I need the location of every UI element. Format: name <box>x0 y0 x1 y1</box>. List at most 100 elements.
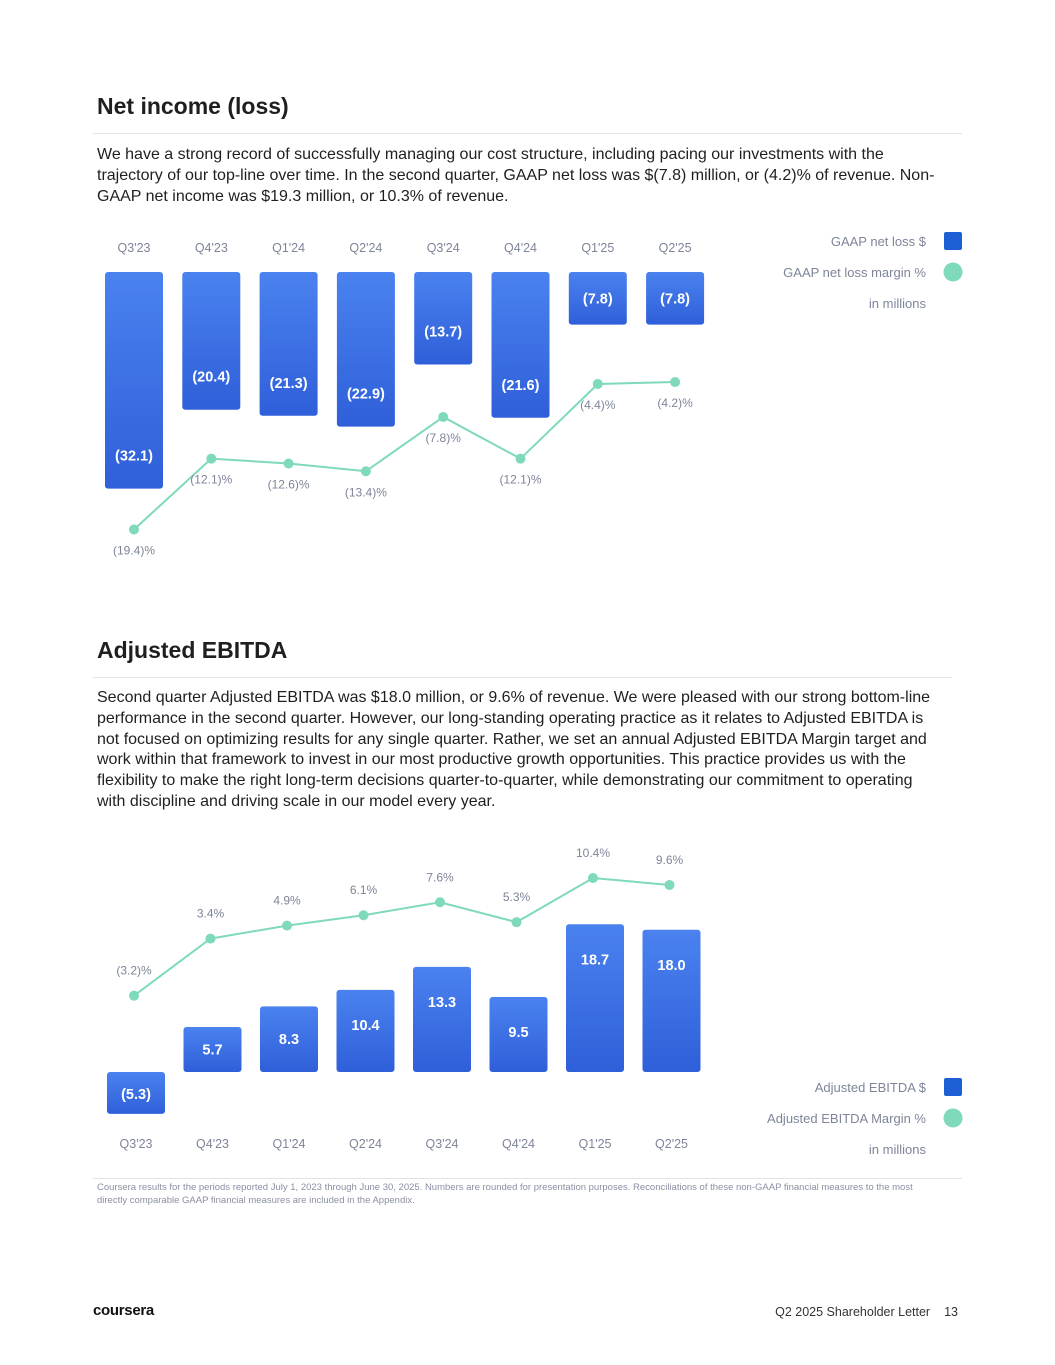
bar-value-label: (22.9) <box>347 387 385 403</box>
x-tick-label: Q2'24 <box>349 1137 382 1151</box>
margin-label: (12.1)% <box>499 473 541 487</box>
legend-square-icon <box>944 1078 962 1096</box>
bar-value-label: (32.1) <box>115 449 153 465</box>
bar <box>336 989 395 1072</box>
x-tick-label: Q2'25 <box>655 1137 688 1151</box>
net-income-chart: Q3'23 Q4'23 Q1'24 Q2'24 Q3'24 Q4'24 Q1'25 Q2'25… <box>105 232 963 557</box>
footnote: Coursera results for the periods reporte… <box>97 1182 913 1206</box>
bar-value-label: 13.3 <box>428 995 456 1011</box>
x-tick-label: Q4'24 <box>502 1137 535 1151</box>
bar <box>336 272 395 427</box>
bar <box>105 272 163 489</box>
coursera-logo: coursera <box>93 1302 154 1319</box>
ebitda-divider <box>93 677 952 678</box>
ebitda-chart: Q3'23 Q4'23 Q1'24 Q2'24 Q3'24 Q4'24 Q1'25 Q2'25… <box>107 846 963 1157</box>
bar <box>646 272 705 325</box>
bar-value-label: (7.8) <box>660 291 690 307</box>
margin-label: 10.4% <box>576 846 610 860</box>
margin-point <box>360 466 371 477</box>
bar-value-label: 18.7 <box>581 952 609 968</box>
margin-label: 4.9% <box>273 894 301 908</box>
margin-label: 9.6% <box>656 853 684 867</box>
legend-unit-note: in millions <box>869 1142 927 1157</box>
legend-circle-icon <box>943 262 963 282</box>
bar-value-label: (7.8) <box>583 291 613 307</box>
margin-label: (3.2)% <box>116 964 152 978</box>
legend-unit-note: in millions <box>869 296 927 311</box>
margin-point <box>588 873 598 884</box>
margin-point <box>283 458 294 469</box>
bar-value-label: (21.6) <box>502 378 540 394</box>
ebitda-title: Adjusted EBITDA <box>97 637 288 663</box>
x-tick-label: Q3'23 <box>120 1137 153 1151</box>
margin-point <box>664 879 675 890</box>
bar <box>414 272 473 365</box>
x-tick-label: Q1'25 <box>579 1137 612 1151</box>
bar <box>259 272 318 416</box>
margin-label: (7.8)% <box>426 431 462 445</box>
margin-line <box>133 877 670 997</box>
bar <box>642 929 701 1072</box>
margin-line <box>133 381 676 531</box>
margin-point <box>206 453 217 464</box>
bar <box>260 1006 318 1072</box>
x-tick-label: Q4'23 <box>195 241 228 255</box>
page-footer: Q2 2025 Shareholder Letter 13 <box>700 1305 958 1319</box>
margin-point <box>592 378 603 389</box>
ebitda-paragraph: Second quarter Adjusted EBITDA was $18.0… <box>97 689 931 810</box>
margin-label: 3.4% <box>197 907 225 921</box>
bar-value-label: 5.7 <box>202 1042 222 1058</box>
margin-label: 5.3% <box>503 890 531 904</box>
margin-label: 7.6% <box>426 870 454 884</box>
margin-point <box>205 933 216 944</box>
x-tick-label: Q3'24 <box>427 241 460 255</box>
bar-value-label: (21.3) <box>270 376 308 392</box>
margin-label: (4.4)% <box>580 398 616 412</box>
legend-label: Adjusted EBITDA $ <box>815 1080 927 1095</box>
margin-label: (19.4)% <box>113 543 155 557</box>
legend-label: GAAP net loss $ <box>831 234 927 249</box>
legend-circle-icon <box>943 1108 963 1128</box>
bar-value-label: 9.5 <box>508 1025 528 1041</box>
margin-point <box>511 917 522 928</box>
bar <box>568 272 627 325</box>
x-tick-label: Q3'23 <box>118 241 151 255</box>
bar <box>489 996 548 1072</box>
bar <box>566 924 624 1072</box>
bar <box>182 272 241 410</box>
margin-label: (4.2)% <box>657 396 693 410</box>
margin-point <box>438 411 449 422</box>
bar-value-label: (13.7) <box>424 324 462 340</box>
x-tick-label: Q4'23 <box>196 1137 229 1151</box>
x-tick-label: Q2'24 <box>349 241 382 255</box>
bar-value-label: 8.3 <box>279 1032 299 1048</box>
x-tick-label: Q4'24 <box>504 241 537 255</box>
net-income-divider <box>93 133 962 134</box>
x-tick-label: Q2'25 <box>659 241 692 255</box>
bar <box>491 272 550 418</box>
x-tick-label: Q3'24 <box>426 1137 459 1151</box>
margin-point <box>515 453 526 464</box>
margin-label: (12.6)% <box>268 478 310 492</box>
x-tick-label: Q1'24 <box>272 241 305 255</box>
x-tick-label: Q1'25 <box>581 241 614 255</box>
bar-value-label: 18.0 <box>657 958 685 974</box>
footnote-divider <box>93 1178 962 1179</box>
bar <box>183 1026 242 1072</box>
x-tick-label: Q1'24 <box>273 1137 306 1151</box>
net-income-title: Net income (loss) <box>97 93 289 119</box>
legend-label: Adjusted EBITDA Margin % <box>767 1111 926 1126</box>
bar-value-label: 10.4 <box>351 1018 379 1034</box>
margin-label: 6.1% <box>350 883 378 897</box>
legend-label: GAAP net loss margin % <box>783 265 926 280</box>
bar-value-label: (5.3) <box>121 1087 151 1103</box>
margin-point <box>282 920 292 931</box>
legend-square-icon <box>944 232 962 250</box>
margin-point <box>358 910 369 921</box>
margin-label: (12.1)% <box>190 473 232 487</box>
bar <box>413 966 471 1072</box>
doc-title: Q2 2025 Shareholder Letter <box>775 1305 931 1319</box>
margin-point <box>129 990 139 1001</box>
page-number: 13 <box>944 1305 958 1319</box>
margin-point <box>129 524 139 535</box>
